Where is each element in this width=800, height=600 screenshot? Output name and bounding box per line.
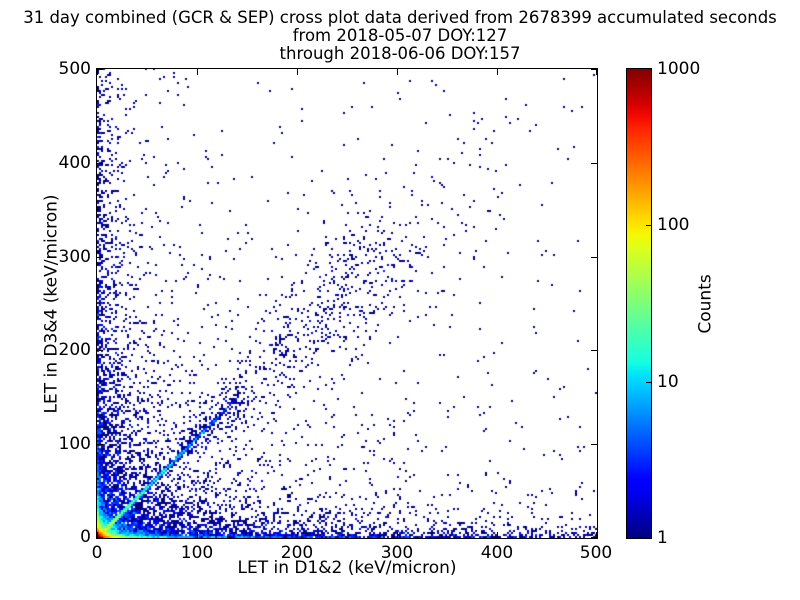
density-scatter-canvas	[97, 69, 597, 538]
x-tick-mark	[197, 532, 198, 538]
x-tick-label: 500	[579, 543, 613, 563]
y-tick-mark	[97, 350, 103, 351]
y-tick-mark-right	[591, 257, 597, 258]
x-tick-label: 100	[180, 543, 214, 563]
y-tick-label: 500	[58, 59, 91, 79]
x-tick-mark-top	[297, 69, 298, 75]
y-tick-mark	[97, 444, 103, 445]
colorbar-tick-label: 100	[657, 215, 690, 235]
x-tick-mark-top	[596, 69, 597, 75]
y-tick-label: 400	[58, 153, 91, 173]
y-tick-mark-right	[591, 69, 597, 70]
y-tick-mark	[97, 69, 103, 70]
y-axis-label: LET in D3&4 (keV/micron)	[42, 193, 62, 414]
colorbar-tick-label: 10	[657, 372, 679, 392]
title-line-2: from 2018-05-07 DOY:127	[292, 26, 508, 45]
x-tick-mark-top	[397, 69, 398, 75]
title-line-1: 31 day combined (GCR & SEP) cross plot d…	[23, 8, 777, 27]
x-tick-mark	[497, 532, 498, 538]
colorbar-label: Counts	[696, 273, 716, 334]
y-tick-mark-right	[591, 350, 597, 351]
colorbar-tick-mark	[646, 382, 651, 383]
y-tick-label: 200	[58, 340, 91, 360]
colorbar-tick-mark	[646, 225, 651, 226]
colorbar-gradient	[627, 69, 651, 538]
plot-title: 31 day combined (GCR & SEP) cross plot d…	[0, 9, 800, 63]
x-tick-mark	[397, 532, 398, 538]
y-tick-label: 300	[58, 247, 91, 267]
x-tick-label: 400	[480, 543, 514, 563]
x-tick-mark	[97, 532, 98, 538]
y-axis-label-wrap: LET in D3&4 (keV/micron)	[34, 69, 70, 538]
plot-area	[96, 68, 598, 539]
x-axis-label: LET in D1&2 (keV/micron)	[237, 558, 457, 578]
title-line-3: through 2018-06-06 DOY:157	[279, 44, 521, 63]
x-tick-mark	[596, 532, 597, 538]
colorbar-label-wrap: Counts	[688, 69, 724, 538]
y-tick-label: 0	[80, 527, 91, 547]
y-tick-mark	[97, 537, 103, 538]
x-tick-mark-top	[497, 69, 498, 75]
x-tick-mark-top	[197, 69, 198, 75]
colorbar-tick-label: 1	[657, 528, 668, 548]
y-tick-mark	[97, 257, 103, 258]
colorbar	[626, 68, 652, 539]
y-tick-mark-right	[591, 444, 597, 445]
x-tick-label: 300	[380, 543, 414, 563]
colorbar-tick-label: 1000	[657, 59, 701, 79]
x-tick-label: 200	[280, 543, 314, 563]
y-tick-mark-right	[591, 537, 597, 538]
y-tick-label: 100	[58, 434, 91, 454]
x-tick-mark-top	[97, 69, 98, 75]
y-tick-mark	[97, 163, 103, 164]
x-tick-label: 0	[91, 543, 103, 563]
y-tick-mark-right	[591, 163, 597, 164]
x-tick-mark	[297, 532, 298, 538]
